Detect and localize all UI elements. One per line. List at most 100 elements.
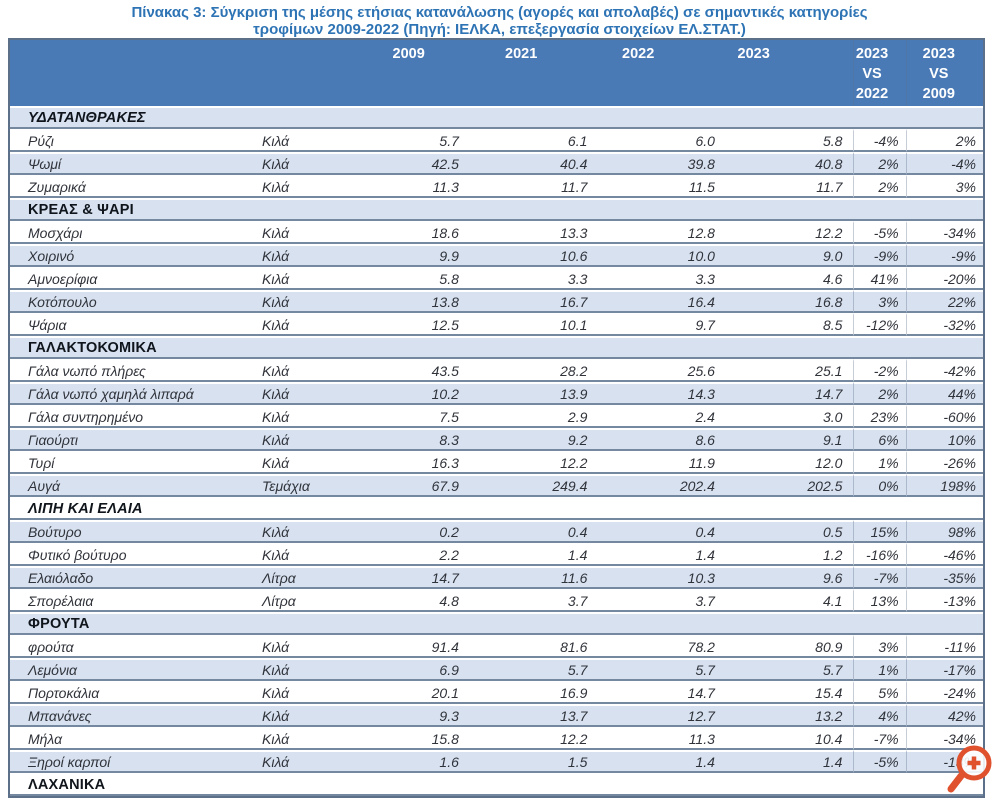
value-v2009: 5.7 xyxy=(351,129,470,152)
value-v2009: 2.2 xyxy=(351,543,470,566)
table-row: Γιαούρτι Κιλά 8.3 9.2 8.6 9.1 6% 10% xyxy=(10,428,983,451)
food-name: Λεμόνια xyxy=(10,658,260,681)
unit-label: Κιλά xyxy=(259,750,352,773)
value-vs2022: 2% xyxy=(853,152,906,175)
table-row: Ρύζι Κιλά 5.7 6.1 6.0 5.8 -4% 2% xyxy=(10,129,983,152)
table-row: Μήλα Κιλά 15.8 12.2 11.3 10.4 -7% -34% xyxy=(10,727,983,750)
value-v2023: 80.9 xyxy=(725,635,854,658)
value-v2023: 202.5 xyxy=(725,474,854,497)
value-v2022: 12.7 xyxy=(598,704,726,727)
unit-label: Λίτρα xyxy=(259,589,352,612)
value-vs2009: -24% xyxy=(905,681,983,704)
table-row: Ελαιόλαδο Λίτρα 14.7 11.6 10.3 9.6 -7% -35% xyxy=(10,566,983,589)
value-v2009: 9.9 xyxy=(351,244,470,267)
value-v2022: 2.4 xyxy=(598,405,726,428)
col-header-food xyxy=(10,40,260,106)
table-row: Γάλα νωπό πλήρες Κιλά 43.5 28.2 25.6 25.1 -2% -… xyxy=(10,359,983,382)
value-v2023: 3.0 xyxy=(725,405,854,428)
value-v2009: 16.3 xyxy=(351,451,470,474)
unit-label: Κιλά xyxy=(259,267,352,290)
value-vs2022: -5% xyxy=(853,750,906,773)
value-v2022: 11.9 xyxy=(598,451,726,474)
value-v2022: 12.8 xyxy=(598,221,726,244)
unit-label: Κιλά xyxy=(259,428,352,451)
value-vs2022: 13% xyxy=(853,589,906,612)
value-v2009: 6.9 xyxy=(351,658,470,681)
value-vs2022: -16% xyxy=(853,543,906,566)
value-v2009: 4.8 xyxy=(351,589,470,612)
value-v2023: 25.1 xyxy=(725,359,854,382)
value-vs2009: -26% xyxy=(905,451,983,474)
value-vs2009: -4% xyxy=(905,152,983,175)
value-v2021: 81.6 xyxy=(469,635,599,658)
value-v2022: 14.7 xyxy=(598,681,726,704)
value-v2021: 11.6 xyxy=(469,566,599,589)
value-vs2009: 22% xyxy=(905,290,983,313)
food-name: φρούτα xyxy=(10,635,260,658)
value-vs2009: -20% xyxy=(905,267,983,290)
value-v2022: 3.7 xyxy=(598,589,726,612)
food-name: Ελαιόλαδο xyxy=(10,566,260,589)
value-v2009: 1.6 xyxy=(351,750,470,773)
value-v2009: 15.8 xyxy=(351,727,470,750)
value-v2009: 42.5 xyxy=(351,152,470,175)
value-v2009: 12.5 xyxy=(351,313,470,336)
value-v2022: 11.5 xyxy=(598,175,726,198)
value-v2023: 10.4 xyxy=(725,727,854,750)
value-v2021: 10.1 xyxy=(469,313,599,336)
unit-label: Κιλά xyxy=(259,704,352,727)
zoom-in-icon[interactable] xyxy=(944,738,998,798)
consumption-table-wrap: 2009 2021 2022 2023 2023 VS 2022 2023 VS 200… xyxy=(8,38,985,798)
value-v2023: 5.7 xyxy=(725,658,854,681)
table-row: Ψωμί Κιλά 42.5 40.4 39.8 40.8 2% -4% xyxy=(10,152,983,175)
value-vs2009: 198% xyxy=(905,474,983,497)
section-row: ΦΡΟΥΤΑ xyxy=(10,612,983,635)
value-vs2009: -35% xyxy=(905,566,983,589)
food-name: Αυγά xyxy=(10,474,260,497)
value-v2009: 9.3 xyxy=(351,704,470,727)
value-vs2022: 3% xyxy=(853,635,906,658)
unit-label: Κιλά xyxy=(259,451,352,474)
value-v2023: 5.8 xyxy=(725,129,854,152)
section-row: ΥΔΑΤΑΝΘΡΑΚΕΣ xyxy=(10,106,983,129)
value-vs2022: 2% xyxy=(853,175,906,198)
value-v2021: 0.4 xyxy=(469,520,599,543)
table-row: Μοσχάρι Κιλά 18.6 13.3 12.8 12.2 -5% -34% xyxy=(10,221,983,244)
table-row: φρούτα Κιλά 91.4 81.6 78.2 80.9 3% -11% xyxy=(10,635,983,658)
table-body: ΥΔΑΤΑΝΘΡΑΚΕΣ Ρύζι Κιλά 5.7 6.1 6.0 5.8 -4% 2% Ψωμ… xyxy=(10,106,983,796)
table-header-row: 2009 2021 2022 2023 2023 VS 2022 2023 VS 200… xyxy=(10,40,983,106)
value-v2021: 5.7 xyxy=(469,658,599,681)
section-row: ΛΙΠΗ ΚΑΙ ΕΛΑΙΑ xyxy=(10,497,983,520)
table-row: Αυγά Τεμάχια 67.9 249.4 202.4 202.5 0% 198% xyxy=(10,474,983,497)
unit-label: Κιλά xyxy=(259,658,352,681)
value-v2009: 20.1 xyxy=(351,681,470,704)
value-vs2022: -5% xyxy=(853,221,906,244)
value-v2009: 14.7 xyxy=(351,566,470,589)
value-v2009: 11.3 xyxy=(351,175,470,198)
unit-label: Κιλά xyxy=(259,221,352,244)
value-v2021: 1.4 xyxy=(469,543,599,566)
table-row: Μπανάνες Κιλά 9.3 13.7 12.7 13.2 4% 42% xyxy=(10,704,983,727)
value-v2021: 13.3 xyxy=(469,221,599,244)
value-vs2022: 1% xyxy=(853,658,906,681)
unit-label: Κιλά xyxy=(259,543,352,566)
value-v2021: 9.2 xyxy=(469,428,599,451)
food-name: Γιαούρτι xyxy=(10,428,260,451)
value-v2021: 40.4 xyxy=(469,152,599,175)
food-name: Μπανάνες xyxy=(10,704,260,727)
value-v2022: 39.8 xyxy=(598,152,726,175)
value-vs2022: -7% xyxy=(853,727,906,750)
value-v2021: 6.1 xyxy=(469,129,599,152)
table-row: Βούτυρο Κιλά 0.2 0.4 0.4 0.5 15% 98% xyxy=(10,520,983,543)
unit-label: Κιλά xyxy=(259,313,352,336)
food-name: Μήλα xyxy=(10,727,260,750)
value-vs2009: 2% xyxy=(905,129,983,152)
section-label: ΛΙΠΗ ΚΑΙ ΕΛΑΙΑ xyxy=(10,497,983,520)
section-label: ΓΑΛΑΚΤΟΚΟΜΙΚΑ xyxy=(10,336,983,359)
food-name: Χοιρινό xyxy=(10,244,260,267)
value-v2023: 16.8 xyxy=(725,290,854,313)
table-row: Χοιρινό Κιλά 9.9 10.6 10.0 9.0 -9% -9% xyxy=(10,244,983,267)
value-v2022: 3.3 xyxy=(598,267,726,290)
section-row: ΓΑΛΑΚΤΟΚΟΜΙΚΑ xyxy=(10,336,983,359)
food-name: Γάλα νωπό πλήρες xyxy=(10,359,260,382)
